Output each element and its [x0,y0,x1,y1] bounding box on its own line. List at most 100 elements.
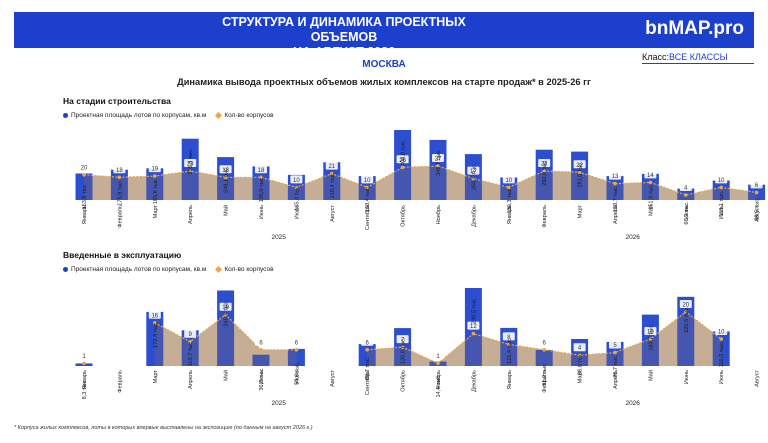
category-label: Февраль [117,205,123,228]
count-point [223,312,228,317]
bar-value-label: 120,8 тыс. [401,337,407,364]
category-label: Апрель [613,370,619,389]
count-label-bg [78,162,90,171]
count-point [542,169,546,173]
count-point [188,169,192,173]
category-label: Июнь [259,205,265,219]
bar-value-label: 355,8 тыс. [188,148,194,175]
count-label-bg [715,327,728,335]
bar-value-label: 130,3 тыс. [507,187,513,214]
area-bar [712,180,730,200]
count-point [754,190,759,195]
count-point [365,185,370,190]
bar-value-label: 14,4 тыс. [436,374,442,398]
count-point [507,342,511,347]
category-label: Ноябрь [436,205,442,224]
area-bar [641,173,659,200]
count-point [259,348,263,352]
count-label-bg [432,351,444,360]
category-label: Март [578,370,584,384]
bar-value-label: 145,4 тыс. [294,184,300,211]
count-point [684,310,688,314]
year-label: 2026 [625,400,640,407]
count-label: 12 [470,324,477,330]
count-point [82,361,86,366]
count-label-bg [750,180,763,189]
bar-value-label: 163,7 тыс. [648,324,654,351]
year-label: 2025 [271,234,286,241]
category-label: Февраль [117,370,123,393]
count-point [188,339,192,344]
count-point [153,174,157,178]
count-label: 10 [647,330,654,336]
count-label: 6 [543,340,547,346]
count-label: 19 [222,305,229,311]
count-label-bg [148,164,161,173]
count-label-bg [290,175,303,184]
count-label-bg [113,165,126,174]
legend-line-label: Кол-во корпусов [224,266,274,273]
count-label: 18 [258,168,265,174]
count-point [542,348,546,352]
category-label: Май [223,370,230,381]
count-label: 10 [364,178,371,184]
class-filter[interactable]: Класс:ВСЕ КЛАССЫ [642,52,728,62]
bar-value-label: 113,7 тыс. [188,340,194,367]
count-label-bg [432,154,444,162]
bar-value-label: 406,0 тыс. [401,139,407,166]
category-label: Июль [294,370,300,384]
legend-construction: Проектная площадь лотов по корпусам, кв.… [63,111,274,120]
count-label: 9 [189,332,193,338]
count-label: 6 [295,340,299,346]
count-label-bg [78,351,90,360]
count-label-bg [290,337,303,346]
bar-value-label: 66,2 тыс. [684,201,690,225]
report-title: СТРУКТУРА И ДИНАМИКА ПРОЕКТНЫХ ОБЪЕМОВ Н… [194,15,494,60]
area-bar [75,173,93,200]
count-point [259,175,263,180]
category-label: Декабрь [471,205,477,227]
bar-value-label: 151,9 тыс. [648,183,654,210]
bar-value-label: 220,5 тыс. [684,306,690,333]
category-label: Январь [82,205,88,224]
count-line [83,165,757,196]
category-label: Январь [82,370,88,389]
report-title-line2: НА АВГУСТ 2026 [292,45,396,59]
category-label: Июнь [684,370,690,384]
count-point [400,165,405,170]
count-point [507,185,511,190]
count-label: 4 [684,186,688,192]
category-label: Июль [719,205,725,219]
area-bar [535,349,553,366]
count-point [117,175,122,180]
count-label-bg [538,337,551,346]
count-label: 20 [682,303,689,309]
count-label-bg [255,337,267,346]
area-bar [677,296,695,366]
count-area-overlay [154,314,297,366]
count-label-bg [573,160,586,169]
legend-bar-marker [63,267,68,272]
count-label: 18 [116,168,123,174]
count-label-bg [361,175,374,184]
legend-line-label: Кол-во корпусов [224,112,274,119]
bar-value-label: 88,5 тыс. [755,197,761,221]
bar-value-label: 172,4 тыс. [153,321,159,348]
count-label-bg [184,329,197,338]
category-label: Январь [507,370,513,389]
category-label: Февраль [542,205,548,228]
count-label: 1 [82,354,86,360]
count-area-overlay [84,166,757,200]
category-label: Март [153,205,159,219]
category-label: Июнь [684,205,690,219]
category-label: Июль [719,370,725,384]
bar-value-label: 248,5 тыс. [471,297,477,324]
legend-bar-marker [63,113,68,118]
count-label-bg [361,337,374,346]
category-label: Сентябрь [365,370,371,395]
count-label-bg [679,300,692,308]
count-label-bg [644,327,657,335]
count-label-bg [679,183,692,191]
count-label: 26 [399,158,406,164]
count-point [613,181,617,186]
